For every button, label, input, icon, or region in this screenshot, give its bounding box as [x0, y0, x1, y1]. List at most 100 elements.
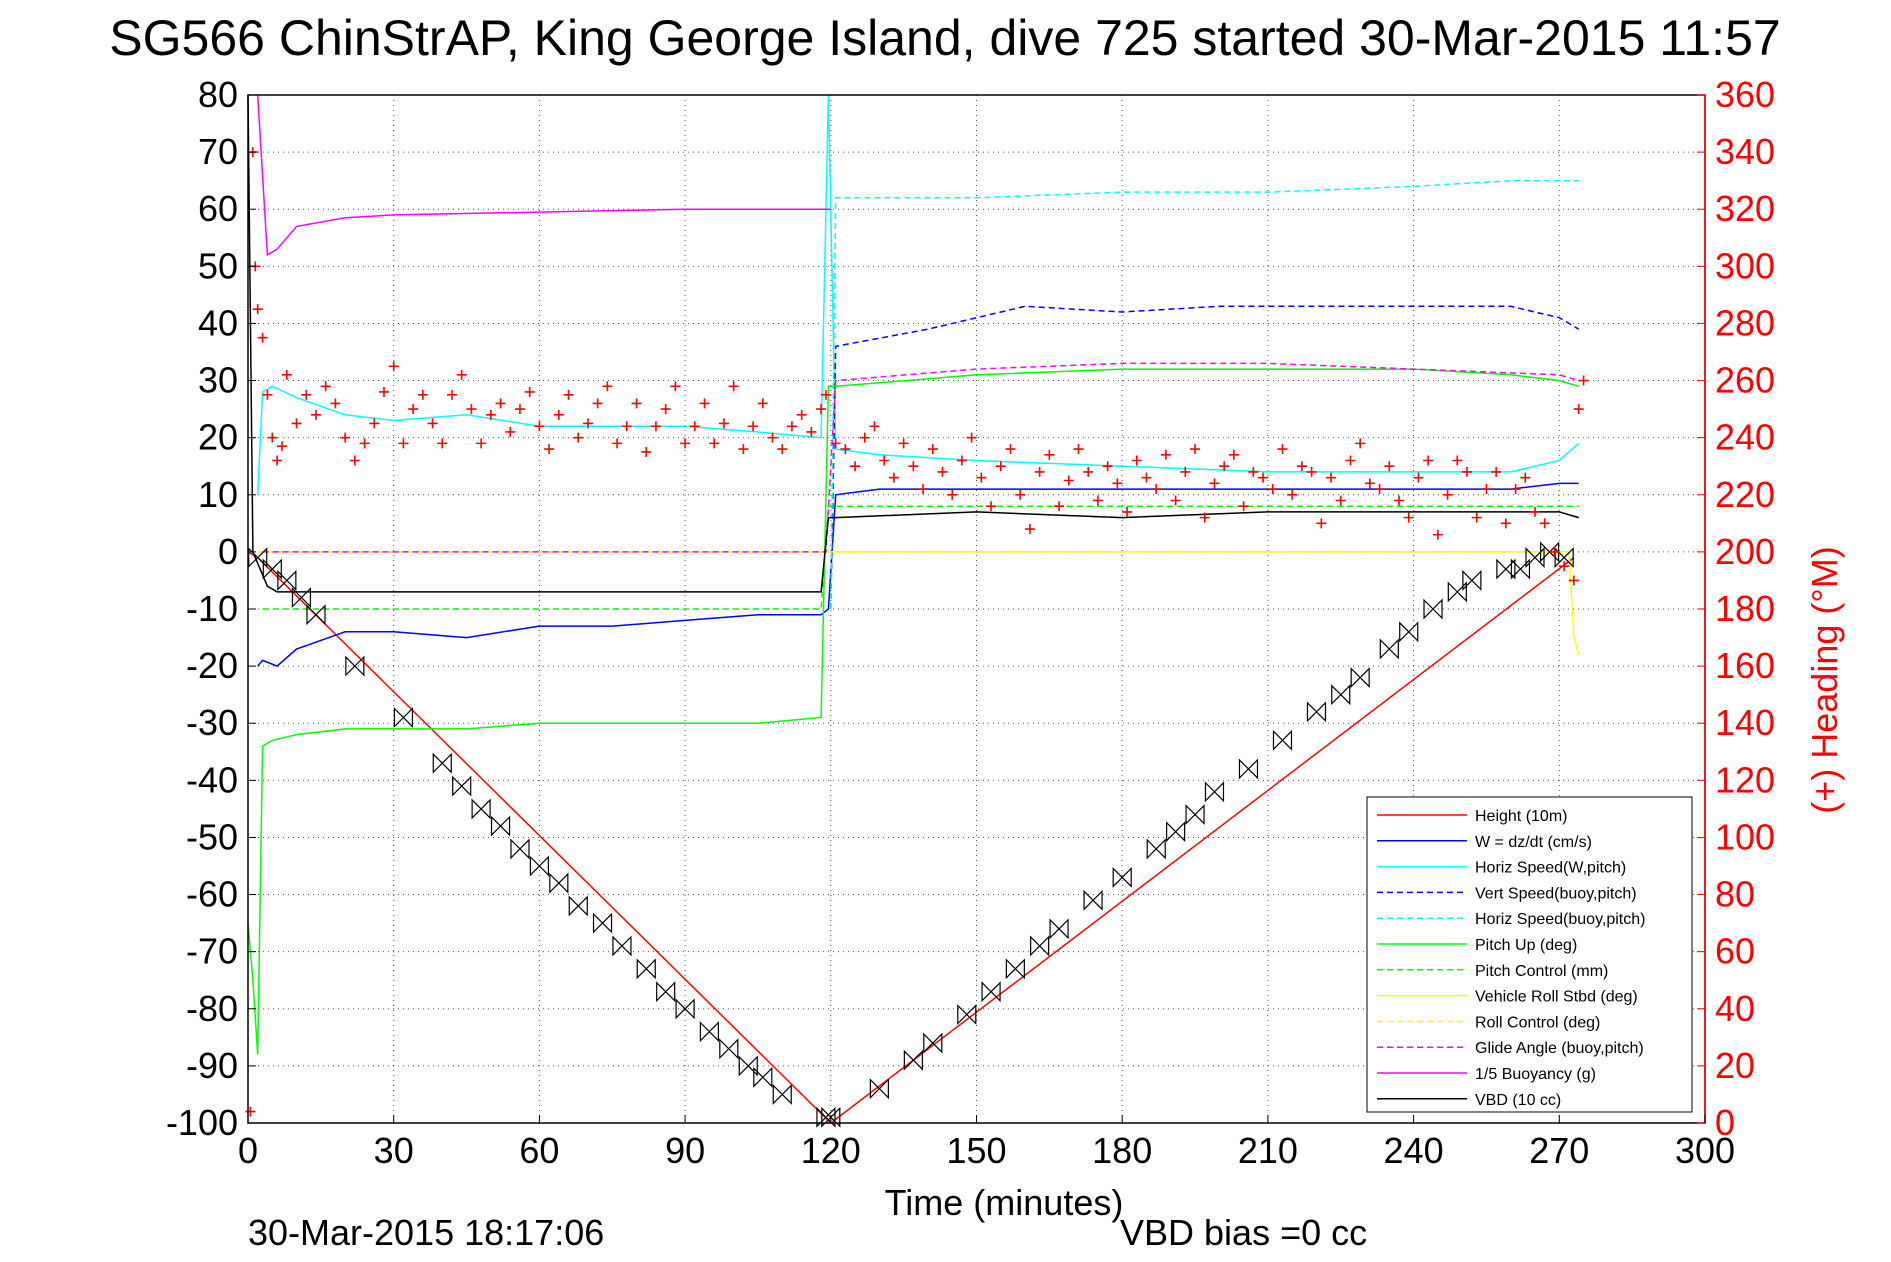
legend-label-5: Pitch Up (deg) [1475, 937, 1577, 954]
heading-point [1374, 484, 1385, 495]
heading-point [1559, 561, 1570, 572]
heading-point [1287, 489, 1298, 500]
bowtie-marker [981, 981, 1001, 1003]
heading-point [1209, 478, 1220, 489]
heading-point [1248, 466, 1259, 477]
series-line-0 [247, 551, 1575, 1124]
bowtie-marker [262, 558, 282, 580]
heading-point [738, 444, 749, 455]
x-tick-label: 300 [1675, 1130, 1735, 1171]
heading-point [1296, 461, 1307, 472]
heading-point [937, 466, 948, 477]
heading-point [1170, 495, 1181, 506]
bowtie-marker [1005, 958, 1025, 980]
heading-point [670, 381, 681, 392]
heading-point [621, 421, 632, 432]
series-line-9 [262, 362, 1579, 553]
bowtie-marker [1496, 558, 1516, 580]
bowtie-marker [753, 1066, 773, 1088]
heading-point [918, 484, 929, 495]
y2-tick-label: 60 [1715, 931, 1755, 972]
legend-label-4: Horiz Speed(buoy,pitch) [1475, 911, 1645, 928]
heading-point [718, 418, 729, 429]
heading-point [1112, 478, 1123, 489]
heading-point [456, 369, 467, 380]
heading-point [1481, 484, 1492, 495]
heading-point [1423, 455, 1434, 466]
bowtie-marker [1146, 838, 1166, 860]
y-tick-label: -20 [186, 645, 238, 686]
heading-point [680, 438, 691, 449]
x-tick-label: 210 [1238, 1130, 1298, 1171]
y2-tick-label: 220 [1715, 474, 1775, 515]
heading-point [786, 421, 797, 432]
heading-point [592, 398, 603, 409]
y2-axis-label: (+) Heading (°M) [1804, 546, 1845, 813]
bowtie-marker [1049, 918, 1069, 940]
legend-label-7: Vehicle Roll Stbd (deg) [1475, 989, 1638, 1006]
heading-point [1568, 575, 1579, 586]
heading-point [1054, 501, 1065, 512]
legend-label-9: Glide Angle (buoy,pitch) [1475, 1040, 1644, 1057]
heading-point [257, 332, 268, 343]
heading-point [976, 472, 987, 483]
heading-point [1326, 472, 1337, 483]
heading-point [1403, 512, 1414, 523]
markers-group [248, 541, 1574, 1128]
y-tick-label: 50 [198, 245, 238, 286]
legend-box [1366, 796, 1693, 1113]
y2-tick-label: 20 [1715, 1045, 1755, 1086]
heading-point [1063, 475, 1074, 486]
bowtie-marker [719, 1038, 739, 1060]
heading-point [777, 444, 788, 455]
heading-point [524, 386, 535, 397]
heading-point [1258, 472, 1269, 483]
heading-point [563, 389, 574, 400]
heading-points-group [245, 147, 1589, 1117]
y-tick-label: -60 [186, 874, 238, 915]
y-tick-label: 30 [198, 360, 238, 401]
heading-point [898, 438, 909, 449]
heading-point [310, 409, 321, 420]
x-tick-label: 120 [801, 1130, 861, 1171]
bowtie-marker [1554, 547, 1574, 569]
heading-point [553, 409, 564, 420]
heading-point [1413, 472, 1424, 483]
y-tick-label: 40 [198, 302, 238, 343]
y-tick-label: -100 [166, 1102, 238, 1143]
heading-point [582, 418, 593, 429]
heading-point [1335, 495, 1346, 506]
bowtie-marker [1350, 667, 1370, 688]
bowtie-marker [772, 1083, 792, 1105]
heading-point [417, 389, 428, 400]
bowtie-marker [529, 855, 549, 877]
x-tick-label: 150 [946, 1130, 1006, 1171]
heading-point [1005, 444, 1016, 455]
heading-point [1491, 466, 1502, 477]
bowtie-marker [1306, 701, 1327, 723]
footer-timestamp: 30-Mar-2015 18:17:06 [248, 1212, 604, 1253]
heading-point [641, 446, 652, 457]
y2-tick-label: 360 [1715, 74, 1775, 115]
heading-point [1277, 444, 1288, 455]
y-tick-label: -10 [186, 588, 238, 629]
x-tick-labels: 0 30 60 90 120 150 180 210 240 270 300 [238, 1115, 1735, 1171]
heading-point [466, 404, 477, 415]
heading-point [956, 455, 967, 466]
heading-point [495, 398, 506, 409]
heading-point [660, 404, 671, 415]
x-axis-label: Time (minutes) [885, 1182, 1124, 1223]
heading-point [1199, 512, 1210, 523]
heading-point [1141, 472, 1152, 483]
series-line-2 [256, 94, 1580, 495]
heading-point [267, 432, 278, 443]
heading-point [1510, 484, 1521, 495]
y-tick-label: 10 [198, 474, 238, 515]
heading-point [1432, 529, 1443, 540]
bowtie-marker [1462, 569, 1482, 591]
y2-tick-label: 340 [1715, 131, 1775, 172]
bowtie-marker [675, 998, 695, 1020]
heading-point [291, 418, 302, 429]
bowtie-marker [568, 895, 588, 917]
